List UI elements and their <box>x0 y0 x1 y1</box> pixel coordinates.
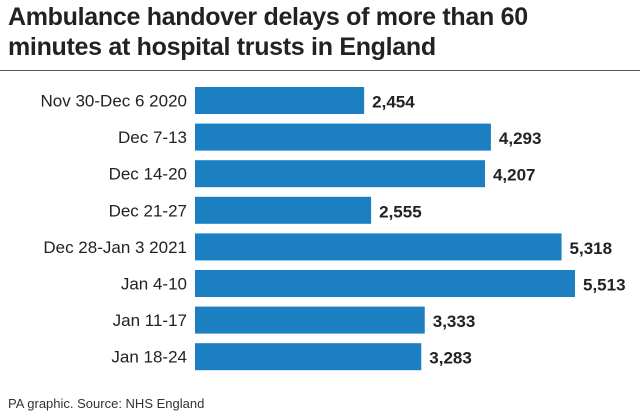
bar-7 <box>195 343 422 371</box>
value-label-6: 3,333 <box>433 312 476 331</box>
category-label-1: Dec 7-13 <box>118 128 187 147</box>
category-label-6: Jan 11-17 <box>113 311 187 330</box>
category-label-2: Dec 14-20 <box>109 165 187 184</box>
value-label-0: 2,454 <box>372 93 415 112</box>
bar-1 <box>195 123 491 151</box>
bar-3 <box>195 196 372 224</box>
value-label-5: 5,513 <box>583 276 626 295</box>
value-label-7: 3,283 <box>429 349 472 368</box>
chart-title: Ambulance handover delays of more than 6… <box>8 3 528 61</box>
value-label-2: 4,207 <box>493 166 536 185</box>
bar-2 <box>195 160 485 188</box>
category-label-0: Nov 30-Dec 6 2020 <box>41 92 187 111</box>
bar-6 <box>195 306 425 334</box>
category-label-4: Dec 28-Jan 3 2021 <box>43 238 187 257</box>
bar-0 <box>195 87 365 114</box>
source-note: PA graphic. Source: NHS England <box>8 396 205 411</box>
value-label-4: 5,318 <box>570 239 613 258</box>
value-label-1: 4,293 <box>499 129 542 148</box>
category-label-5: Jan 4-10 <box>121 275 187 294</box>
category-label-3: Dec 21-27 <box>109 201 187 220</box>
title-divider <box>0 70 640 71</box>
value-label-3: 2,555 <box>379 202 422 221</box>
category-label-7: Jan 18-24 <box>111 348 187 367</box>
bar-chart: Nov 30-Dec 6 2020 2,454 Dec 7-13 4,293 Dec 1… <box>41 87 626 371</box>
bar-4 <box>195 233 562 261</box>
bar-5 <box>195 270 575 297</box>
